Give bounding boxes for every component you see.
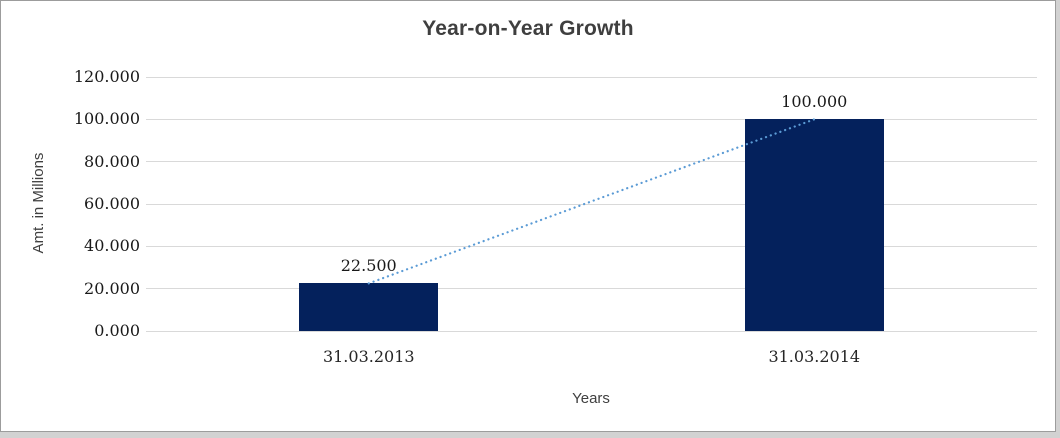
x-axis-title: Years — [572, 390, 610, 407]
x-tick-label: 31.03.2013 — [322, 347, 415, 366]
data-label: 100.000 — [781, 92, 848, 112]
y-tick-label: 120.000 — [73, 67, 140, 86]
gridline — [146, 288, 1037, 290]
gridline — [146, 118, 1037, 120]
y-tick-label: 60.000 — [84, 194, 140, 213]
y-tick-label: 80.000 — [84, 151, 140, 171]
gridline — [146, 245, 1037, 247]
bar — [744, 119, 884, 331]
chart-title: Year-on-Year Growth — [422, 17, 634, 40]
y-tick-label: 0.000 — [94, 321, 140, 340]
y-tick-label: 100.000 — [73, 109, 140, 129]
gridline — [146, 161, 1037, 163]
data-label: 22.500 — [340, 256, 397, 276]
y-tick-label: 20.000 — [84, 278, 140, 298]
gridline — [146, 76, 1037, 78]
gridline — [146, 203, 1037, 205]
y-tick-label: 40.000 — [84, 236, 140, 256]
gridline — [146, 330, 1037, 332]
bar — [299, 283, 439, 331]
x-tick-label: 31.03.2014 — [768, 347, 861, 366]
